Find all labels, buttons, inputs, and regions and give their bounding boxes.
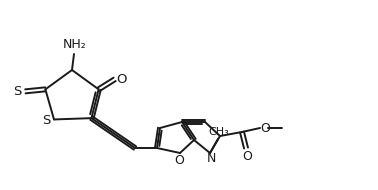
Text: CH₃: CH₃ (209, 127, 229, 137)
Text: N: N (206, 151, 216, 165)
Text: NH₂: NH₂ (63, 39, 87, 51)
Text: O: O (116, 73, 127, 86)
Text: O: O (174, 154, 184, 168)
Text: S: S (13, 85, 22, 98)
Text: S: S (42, 114, 50, 127)
Text: O: O (260, 121, 270, 135)
Text: O: O (242, 150, 252, 162)
